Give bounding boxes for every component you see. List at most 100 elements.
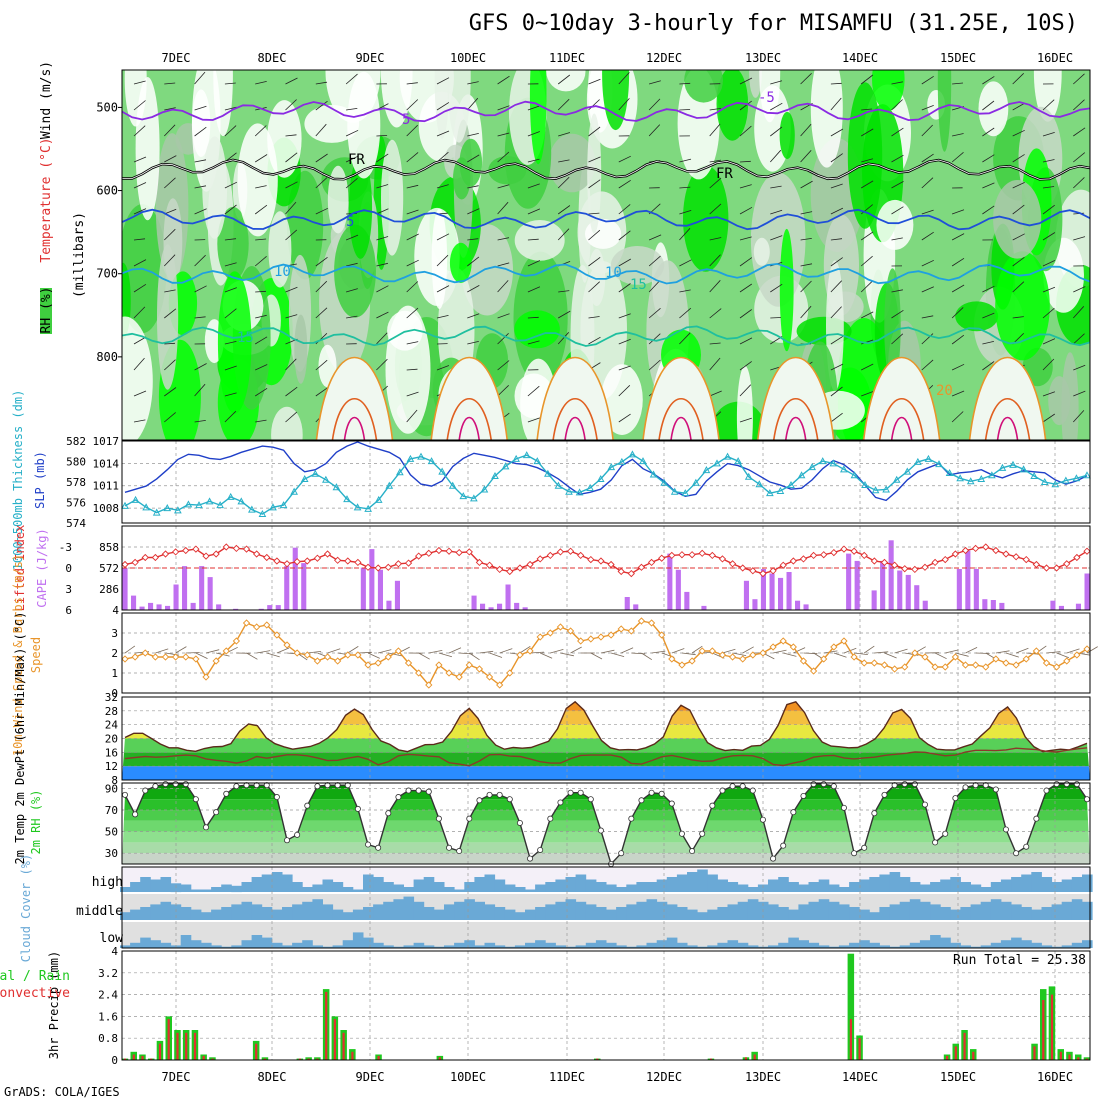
wind-barb	[679, 332, 691, 345]
cloud-bar-middle	[666, 904, 678, 920]
slp-line-point	[195, 501, 203, 509]
wind-barb	[861, 311, 874, 319]
wind-barb	[1042, 260, 1056, 267]
slp-line-point	[427, 457, 436, 465]
wind-barb-10m	[995, 650, 1010, 654]
wind-barb-10m	[975, 652, 990, 654]
wind-barb	[194, 254, 206, 267]
wind-barb-10m	[1046, 651, 1061, 654]
cape-tick: 286	[99, 583, 119, 596]
wind-speed-line-point	[485, 673, 494, 681]
slp-line-point	[332, 483, 341, 491]
rh-line-point	[1084, 796, 1091, 803]
wind-barb	[891, 154, 904, 163]
cloud-bar-high	[646, 882, 658, 892]
wind-speed-line-point	[374, 659, 382, 667]
precip-convective-bar	[858, 1038, 861, 1060]
cloud-bar-high	[423, 877, 435, 892]
wind-barb	[709, 237, 722, 241]
rh-cell	[237, 123, 278, 237]
wind-barb	[497, 75, 510, 85]
wind-barb	[1042, 413, 1056, 423]
rh-line-point	[628, 815, 635, 822]
cloud-bar-low	[778, 942, 789, 948]
precip-convective-bar	[972, 1051, 975, 1060]
wind-barb-10m	[854, 652, 868, 655]
precip-convective-bar	[1033, 1046, 1036, 1060]
wind-barb	[618, 179, 631, 189]
cloud-bar-low	[676, 942, 688, 948]
wind-barb	[709, 123, 721, 137]
cloud-bar-high	[879, 874, 890, 892]
wind-barb	[436, 102, 450, 111]
cape-bar	[888, 540, 894, 610]
wind-barb	[679, 186, 691, 189]
slp-line-point	[1062, 476, 1070, 484]
slp-line-point	[470, 494, 478, 502]
wind-speed-line-point	[850, 653, 858, 661]
wind-barb	[406, 281, 419, 293]
cloud-bar-low	[251, 935, 263, 948]
cape-tick: 4	[112, 604, 119, 617]
wind-barb	[254, 387, 268, 397]
cloud-bar-low	[1071, 942, 1083, 948]
cloud-bar-low	[606, 942, 617, 948]
wind-barb-10m	[155, 648, 169, 654]
wind-barb	[921, 105, 934, 111]
wind-barb	[1042, 186, 1055, 189]
rh-line-point	[405, 787, 412, 794]
wind-barb	[467, 285, 480, 293]
precip-convective-bar	[709, 1058, 713, 1060]
cloud-bar-middle	[950, 909, 961, 920]
wind-barb	[770, 102, 783, 111]
cloud-bar-low	[514, 945, 526, 948]
cloud-bar-high	[190, 889, 202, 892]
li-line-point	[121, 560, 129, 569]
wind-barb-10m	[499, 648, 513, 654]
wind-barb	[1012, 281, 1025, 293]
rh-line-point	[942, 830, 949, 837]
cloud-bar-low	[980, 945, 992, 948]
wind-speed-line-point	[799, 657, 808, 665]
wind-speed-line-point	[516, 651, 524, 659]
rh-line-point	[152, 783, 159, 790]
precip-convective-bar	[1068, 1054, 1071, 1060]
wind-speed-line-point	[415, 669, 423, 677]
contour-label: FR	[348, 152, 365, 168]
li-line-point	[890, 561, 899, 569]
li-line-point	[941, 555, 949, 564]
cape-bar	[480, 603, 486, 610]
wind-speed-line-point	[749, 651, 757, 659]
cloud-bar-low	[666, 937, 678, 948]
wind-barb	[709, 280, 721, 293]
wind-barb	[800, 150, 812, 163]
wind-barb	[194, 420, 206, 423]
wind-barb	[951, 307, 964, 319]
wind-barb	[618, 365, 631, 371]
li-line-point	[840, 545, 848, 553]
slp-tick: 1014	[93, 457, 120, 470]
li-line-point	[637, 563, 646, 571]
cloud-bar-low	[342, 940, 354, 948]
wind-barb	[800, 280, 812, 293]
wind-barb	[739, 206, 753, 215]
rh-line-point	[729, 783, 736, 790]
wind-speed-line-point	[941, 663, 949, 671]
slp-line-point	[480, 485, 489, 493]
cape-bar	[514, 602, 520, 610]
cloud-bar-low	[930, 935, 941, 948]
wind-barb	[1042, 307, 1055, 319]
slp-tick: 1008	[93, 502, 120, 515]
wind-barb	[679, 82, 691, 85]
wind-barb	[739, 160, 751, 163]
cape-bar	[360, 567, 366, 610]
wind-speed-line-point	[1032, 647, 1041, 655]
panel-labels: (millibars) RH (%) Temperature (°C) Wind…	[0, 61, 1086, 1099]
wind-barb	[467, 313, 480, 319]
rh-cell	[434, 70, 450, 139]
wind-speed-line-point	[728, 653, 737, 661]
cloud-bar-low	[1011, 937, 1022, 948]
wind-barb	[406, 184, 419, 189]
date-label: 12DEC	[646, 51, 682, 65]
cloud-bar-high	[849, 882, 860, 892]
